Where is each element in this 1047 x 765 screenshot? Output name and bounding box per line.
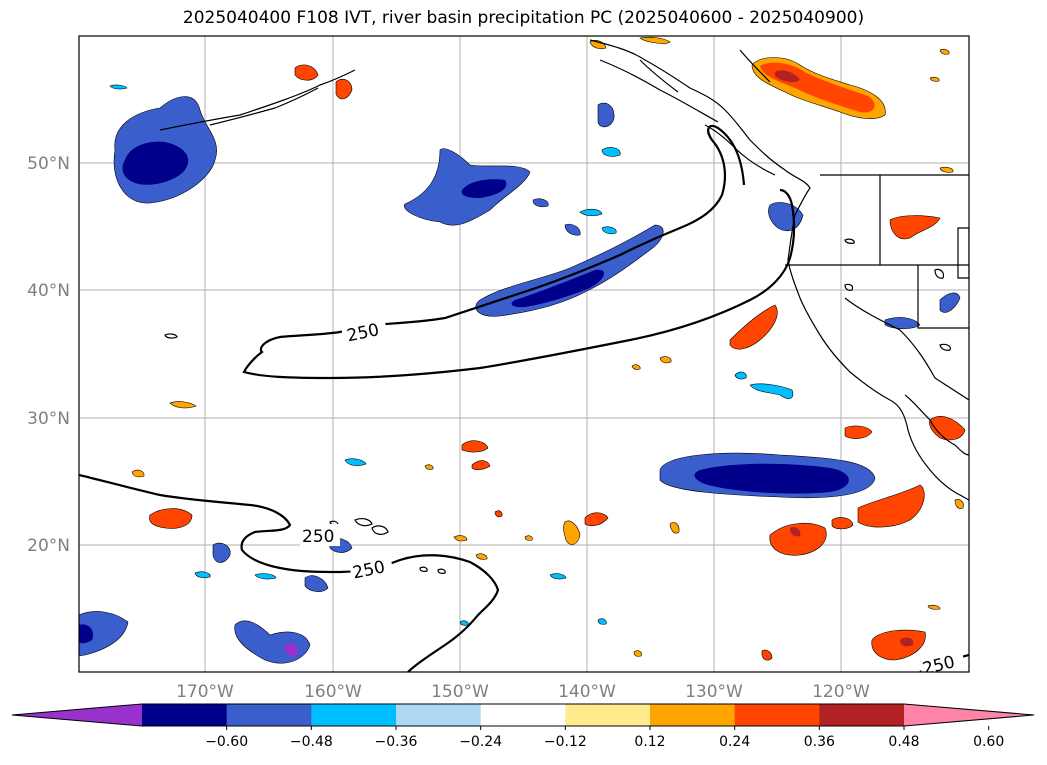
blob-central-north-core [461,179,507,198]
colorbar-extend-high [904,704,1034,726]
lon-label: 140°W [558,682,616,702]
lat-axis: 50°N 40°N 30°N 20°N [27,154,70,556]
colorbar-tick-label: −0.60 [205,734,248,750]
colorbar-segment [819,704,905,726]
colorbar-segment [480,704,566,726]
map-title: 2025040400 F108 IVT, river basin precipi… [182,8,865,28]
blob-subtropical-core [694,463,849,494]
colorbar-segment [311,704,397,726]
colorbar-tick-label: 0.60 [973,734,1004,750]
colorbar-tick-label: −0.36 [375,734,418,750]
lat-label: 40°N [27,281,70,301]
contour-label: 250 [921,652,957,679]
contour-label: 250 [302,527,334,547]
blob-sw-core [284,643,299,657]
lon-axis: 170°W 160°W 150°W 140°W 130°W 120°W [176,682,870,702]
colorbar-segment [734,704,820,726]
colorbar-segment [565,704,651,726]
map-border [78,35,970,673]
lat-label: 30°N [27,409,70,429]
colorbar-tick-label: 0.36 [804,734,835,750]
blob-far-sw [79,611,129,657]
lat-label: 50°N [27,154,70,174]
colorbar-segment [396,704,482,726]
colorbar-segment [226,704,312,726]
lon-label: 120°W [812,682,870,702]
ivt-contour-south [79,473,500,672]
map-area [79,36,969,672]
lat-label: 20°N [27,536,70,556]
colorbar-tick-label: 0.24 [719,734,750,750]
lon-label: 150°W [431,682,489,702]
coastlines [159,39,969,574]
colorbar-ticks: −0.60 −0.48 −0.36 −0.24 −0.12 0.12 0.24 0.36 0.4… [205,726,1004,750]
colorbar [11,703,1035,727]
lon-label: 170°W [176,682,234,702]
blob-far-sw-core [79,624,94,644]
blob-gulf-alaska-west-core [122,141,189,185]
colorbar-tick-label: 0.48 [888,734,919,750]
lon-label: 160°W [304,682,362,702]
positive-anomalies [131,36,966,661]
colorbar-tick-label: 0.12 [634,734,665,750]
lon-label: 130°W [685,682,743,702]
ivt-contour-north [242,124,796,380]
colorbar-extend-low [12,704,142,726]
colorbar-tick-label: −0.24 [459,734,502,750]
colorbar-outline [11,703,1035,727]
colorbar-segment [142,704,228,726]
gridlines [79,36,969,672]
colorbar-tick-label: −0.48 [290,734,333,750]
colorbar-tick-label: −0.12 [544,734,587,750]
blob-ar-band-core [511,269,605,308]
colorbar-segment [650,704,736,726]
